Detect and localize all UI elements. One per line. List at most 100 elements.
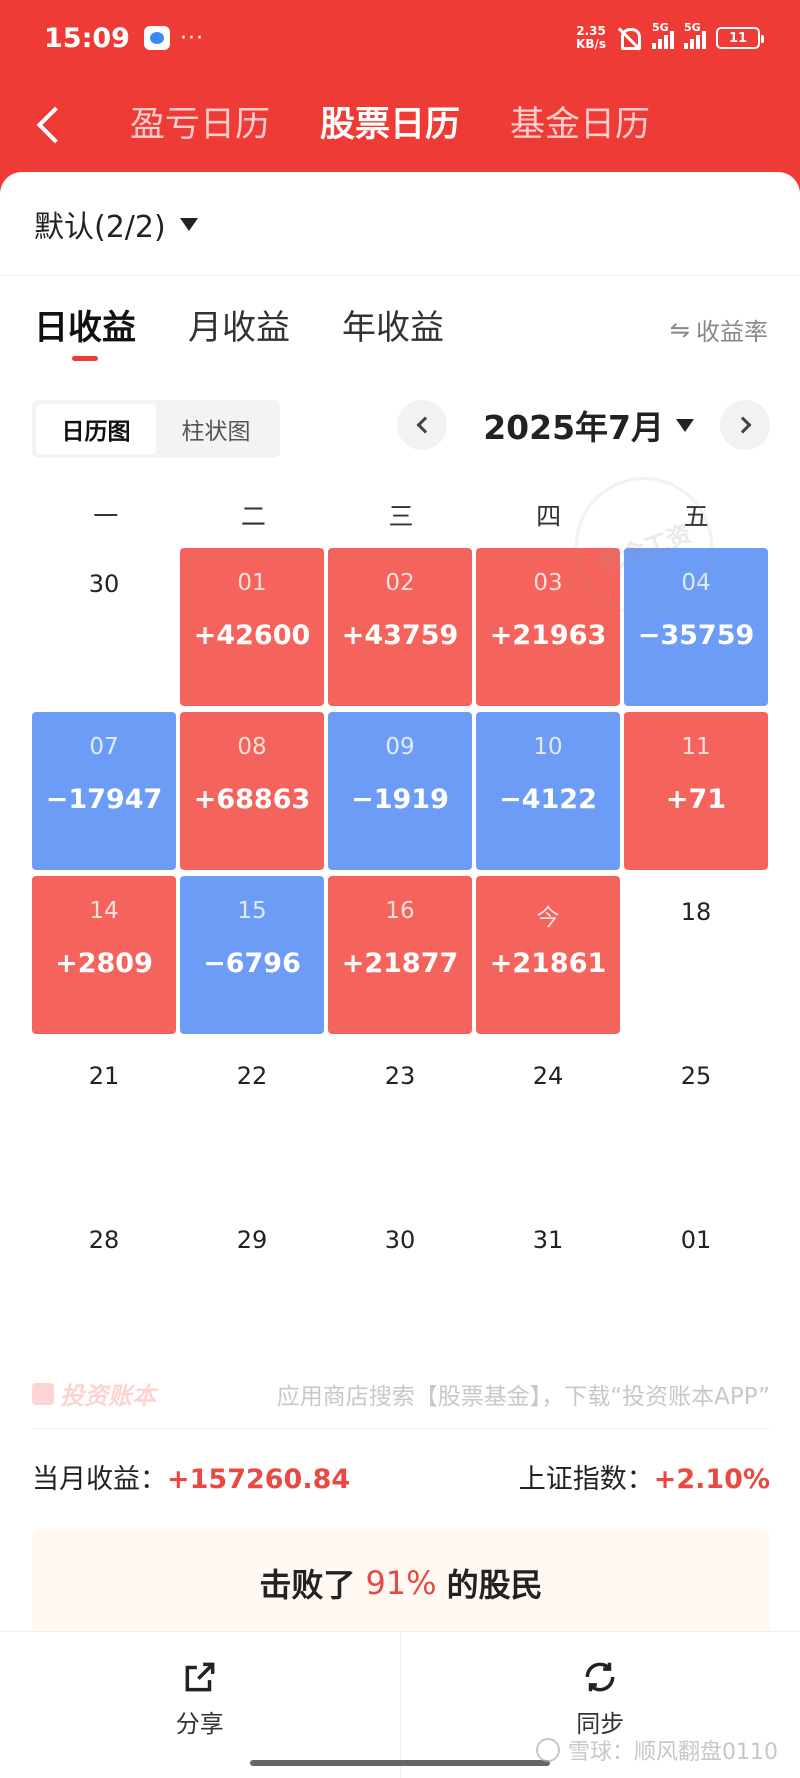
calendar-day-pnl: −6796 — [203, 948, 301, 979]
calendar-day-cell[interactable]: 01 — [624, 1204, 768, 1362]
calendar-day-cell[interactable]: 09 −1919 — [328, 712, 472, 870]
calendar-day-cell[interactable]: 31 — [476, 1204, 620, 1362]
calendar-day-cell[interactable]: 24 — [476, 1040, 620, 1198]
more-notifications-icon: ··· — [179, 25, 204, 51]
calendar-day-cell[interactable]: 29 — [180, 1204, 324, 1362]
header: 盈亏日历 股票日历 基金日历 — [0, 76, 800, 176]
account-label: 默认(2/2) — [34, 210, 166, 245]
calendar-day-pnl: −35759 — [637, 620, 755, 651]
sync-button[interactable]: 同步 — [399, 1632, 800, 1778]
calendar-day-pnl: +71 — [665, 784, 727, 815]
calendar-day-date: 21 — [88, 1062, 120, 1090]
share-icon — [185, 1662, 215, 1692]
calendar-day-date: 03 — [533, 570, 563, 596]
sync-label: 同步 — [576, 1710, 625, 1738]
month-picker[interactable]: 2025年7月 — [483, 401, 694, 449]
weekday-mon: 一 — [93, 502, 119, 531]
divider — [0, 275, 800, 276]
calendar-day-date: 29 — [236, 1226, 268, 1254]
tab-fund-calendar[interactable]: 基金日历 — [510, 105, 651, 145]
tab-pnl-calendar[interactable]: 盈亏日历 — [130, 105, 271, 145]
tab-monthly-return[interactable]: 月收益 — [188, 308, 290, 348]
period-tabs: 日收益 月收益 年收益 — [34, 300, 444, 361]
calendar-day-cell[interactable]: 23 — [328, 1040, 472, 1198]
battery-icon: 11 — [716, 27, 764, 49]
next-month-button[interactable] — [720, 400, 770, 450]
brand-logo: 投资账本 — [32, 1376, 156, 1411]
calendar-day-pnl: −17947 — [45, 784, 163, 815]
calendar-day-cell[interactable]: 01 +42600 — [180, 548, 324, 706]
calendar-day-cell[interactable]: 22 — [180, 1040, 324, 1198]
calendar-day-cell[interactable]: 10 −4122 — [476, 712, 620, 870]
calendar-day-cell[interactable]: 28 — [32, 1204, 176, 1362]
calendar-grid: 30 01 +42600 02 +43759 03 +21963 04 −35759 07 −179… — [32, 548, 770, 1362]
calendar-day-cell[interactable]: 11 +71 — [624, 712, 768, 870]
watermark-text: 雪球：顺风翻盘0110 — [568, 1740, 778, 1765]
weekday-fri: 五 — [683, 502, 709, 531]
mute-bell-icon — [616, 25, 642, 51]
calendar-day-date: 25 — [680, 1062, 712, 1090]
calendar-day-pnl: −1919 — [351, 784, 449, 815]
calendar-day-date: 15 — [237, 898, 267, 924]
tab-daily-return[interactable]: 日收益 — [34, 300, 136, 361]
beat-suffix: 的股民 — [446, 1566, 543, 1604]
sync-icon — [585, 1662, 615, 1692]
calendar-day-cell[interactable]: 30 — [32, 548, 176, 706]
month-summary: 当月收益：+157260.84 上证指数：+2.10% — [32, 1457, 770, 1496]
month-label: 2025年7月 — [483, 408, 664, 447]
prev-month-button[interactable] — [397, 400, 448, 450]
calendar-day-date: 01 — [680, 1226, 712, 1254]
chevron-right-icon — [734, 416, 751, 434]
index-change-label: 上证指数： — [518, 1464, 654, 1495]
calendar-day-cell[interactable]: 25 — [624, 1040, 768, 1198]
calendar-day-date: 28 — [88, 1226, 120, 1254]
chat-app-icon — [143, 26, 170, 50]
calendar-day-pnl: +21963 — [489, 620, 607, 651]
calendar-day-date: 22 — [236, 1062, 268, 1090]
calendar-day-cell[interactable]: 今 +21861 — [476, 876, 620, 1034]
status-time: 15:09 — [44, 22, 130, 54]
beat-percent: 91% — [365, 1564, 437, 1602]
calendar-type-tabs: 盈亏日历 股票日历 基金日历 — [130, 96, 650, 147]
return-rate-toggle[interactable]: ⇋ 收益率 — [670, 312, 768, 347]
signal-strength-icon: 5G — [652, 21, 674, 49]
calendar-day-date: 30 — [88, 570, 120, 598]
calendar-day-date: 10 — [533, 734, 563, 760]
month-return: 当月收益：+157260.84 — [32, 1457, 350, 1496]
calendar-day-cell[interactable]: 30 — [328, 1204, 472, 1362]
tab-stock-calendar[interactable]: 股票日历 — [320, 105, 461, 145]
calendar-view-button[interactable]: 日历图 — [36, 404, 156, 454]
status-bar: 15:09 ··· 2.35 KB/s 5G 5G 11 — [0, 0, 800, 76]
bar-chart-view-button[interactable]: 柱状图 — [181, 419, 251, 445]
calendar-day-cell[interactable]: 18 — [624, 876, 768, 1034]
calendar-day-cell[interactable]: 03 +21963 — [476, 548, 620, 706]
calendar-day-date: 18 — [680, 898, 712, 926]
calendar-day-cell[interactable]: 21 — [32, 1040, 176, 1198]
calendar-day-cell[interactable]: 04 −35759 — [624, 548, 768, 706]
calendar-day-cell[interactable]: 16 +21877 — [328, 876, 472, 1034]
calendar-day-pnl: +43759 — [341, 620, 459, 651]
index-change: 上证指数：+2.10% — [519, 1457, 770, 1496]
divider — [32, 1428, 770, 1429]
calendar-day-pnl: +21877 — [341, 948, 459, 979]
calendar-day-date: 14 — [89, 898, 119, 924]
calendar-day-cell[interactable]: 14 +2809 — [32, 876, 176, 1034]
bottom-action-bar: 分享 同步 — [0, 1631, 800, 1778]
calendar-day-date: 02 — [385, 570, 415, 596]
share-button[interactable]: 分享 — [0, 1632, 400, 1778]
calendar-day-cell[interactable]: 02 +43759 — [328, 548, 472, 706]
calendar-day-cell[interactable]: 08 +68863 — [180, 712, 324, 870]
calendar-day-cell[interactable]: 15 −6796 — [180, 876, 324, 1034]
back-arrow-icon[interactable] — [34, 104, 64, 144]
content-sheet: 默认(2/2) 日收益 月收益 年收益 ⇋ 收益率 日历图 柱状图 2025年7… — [0, 172, 800, 1778]
tab-yearly-return[interactable]: 年收益 — [342, 308, 444, 348]
share-label: 分享 — [175, 1710, 224, 1738]
calendar-day-date: 今 — [536, 905, 560, 931]
calendar-day-cell[interactable]: 07 −17947 — [32, 712, 176, 870]
weekday-thu: 四 — [536, 502, 562, 531]
account-selector[interactable]: 默认(2/2) — [34, 202, 198, 246]
snowball-logo-icon — [536, 1738, 560, 1762]
home-indicator[interactable] — [250, 1760, 550, 1766]
calendar-day-date: 24 — [532, 1062, 564, 1090]
ad-text: 应用商店搜索【股票基金】，下载“投资账本APP” — [276, 1383, 770, 1410]
